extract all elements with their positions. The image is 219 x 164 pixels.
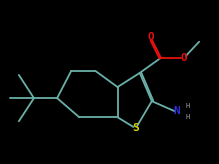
Text: N: N: [174, 106, 180, 116]
Text: S: S: [132, 123, 139, 133]
Text: H: H: [185, 114, 190, 120]
Text: H: H: [185, 103, 190, 109]
Text: O: O: [147, 32, 154, 42]
Text: O: O: [181, 53, 187, 63]
